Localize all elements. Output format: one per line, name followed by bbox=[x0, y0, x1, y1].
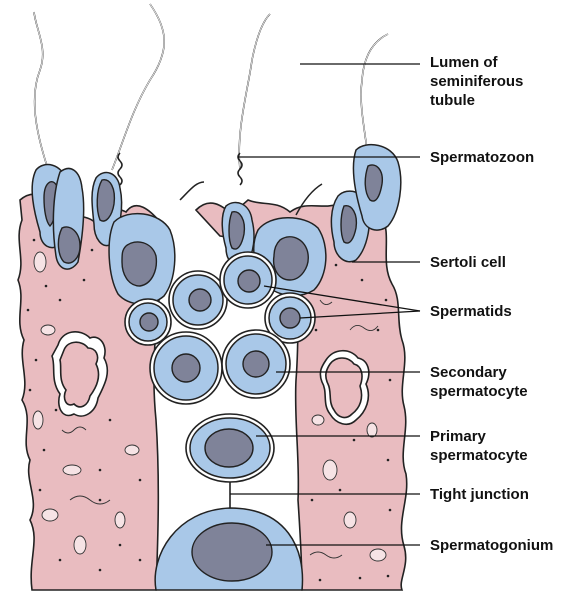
residual-body-left-inner bbox=[59, 341, 100, 408]
spermatogonium-cell bbox=[154, 507, 304, 591]
round-spermatids bbox=[124, 251, 316, 346]
residual-body-right-inner bbox=[325, 357, 363, 419]
label-tight-junction: Tight junction bbox=[430, 486, 529, 503]
sertoli-cell-right bbox=[194, 199, 408, 591]
sertoli-organelles bbox=[32, 251, 387, 562]
label-lumen-line1: Lumen of bbox=[430, 54, 498, 71]
label-primary-line1: Primary bbox=[430, 428, 487, 445]
label-secondary-line2: spermatocyte bbox=[430, 383, 528, 400]
secondary-spermatocytes bbox=[149, 329, 291, 405]
label-lumen-line2: seminiferous bbox=[430, 73, 523, 90]
primary-spermatocyte-cell bbox=[185, 413, 275, 483]
label-primary-line2: spermatocyte bbox=[430, 447, 528, 464]
sperm-tails bbox=[33, 3, 389, 216]
label-sertoli-cell: Sertoli cell bbox=[430, 254, 506, 271]
sperm-midpieces bbox=[117, 152, 243, 186]
sertoli-granules bbox=[26, 238, 392, 582]
label-secondary-line1: Secondary bbox=[430, 364, 507, 381]
label-spermatids: Spermatids bbox=[430, 303, 512, 320]
leader-lines bbox=[230, 63, 421, 546]
label-spermatozoon: Spermatozoon bbox=[430, 149, 534, 166]
late-spermatids bbox=[31, 143, 402, 305]
label-spermatogonium: Spermatogonium bbox=[430, 537, 553, 554]
label-lumen-line3: tubule bbox=[430, 92, 475, 109]
